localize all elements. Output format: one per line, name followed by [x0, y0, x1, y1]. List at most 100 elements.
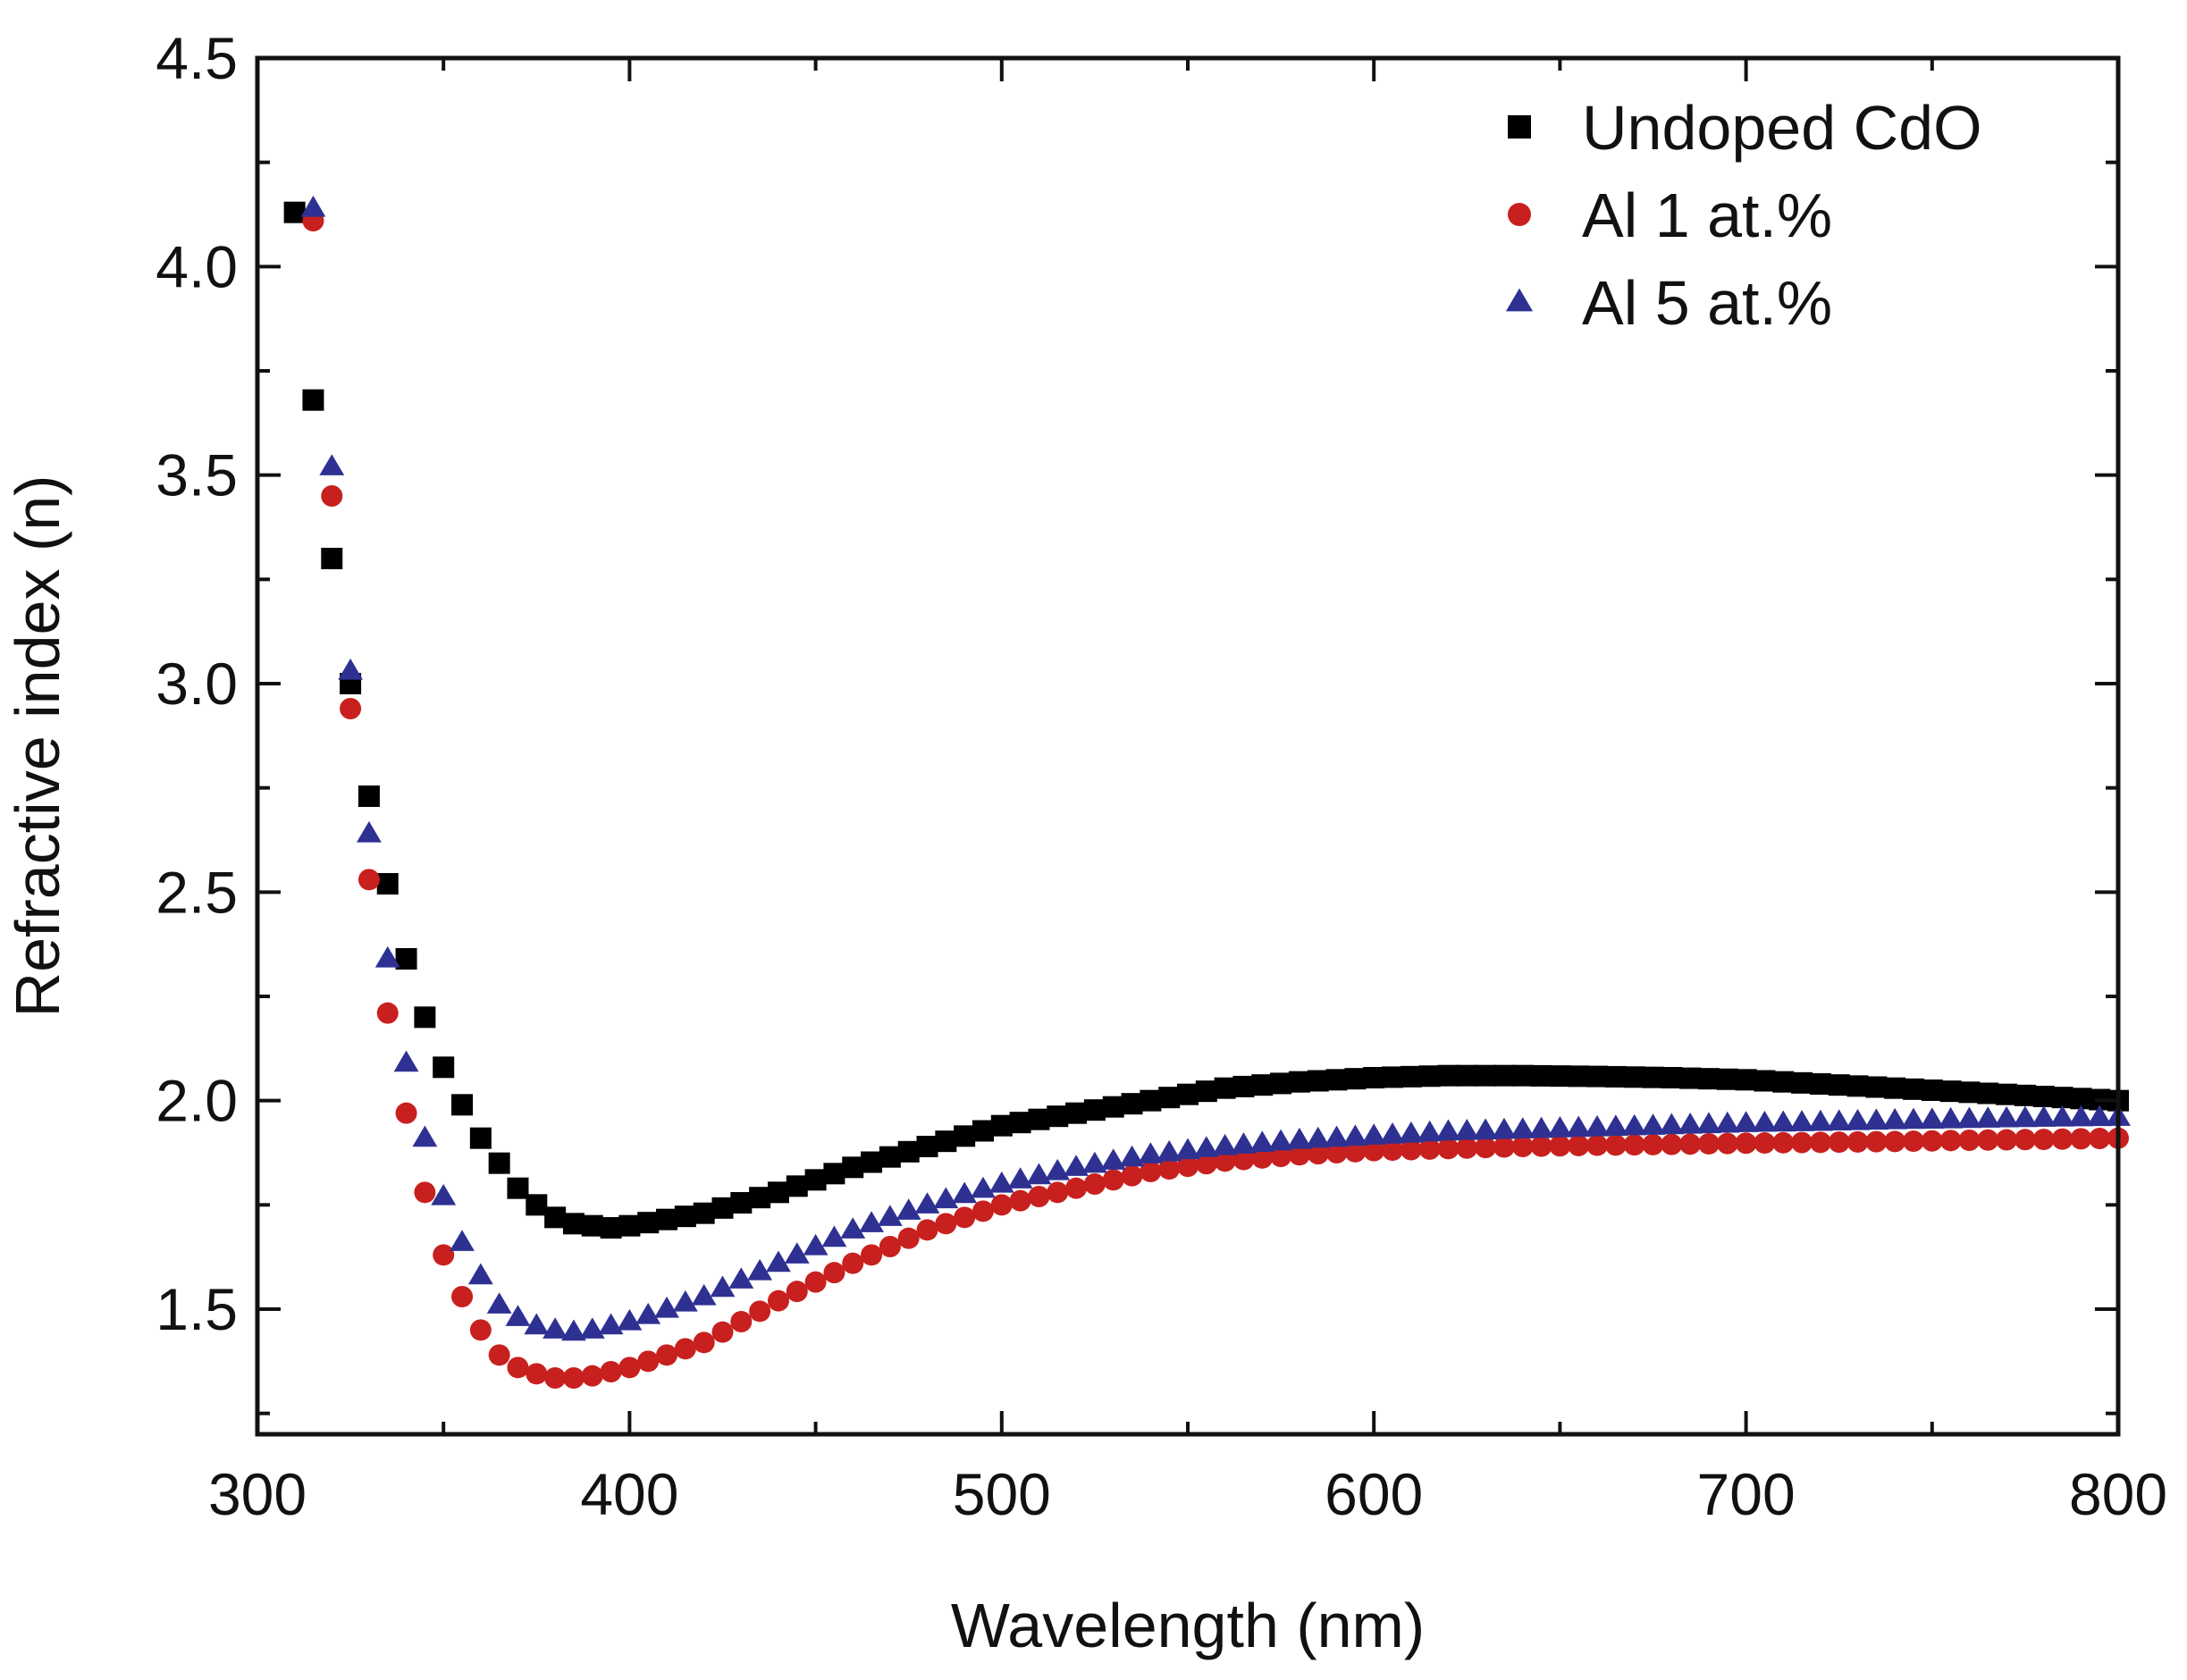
- data-point-undoped-cdo: [711, 1197, 734, 1219]
- data-point-al-1-at: [433, 1244, 455, 1266]
- data-point-al-1-at: [1679, 1133, 1702, 1155]
- data-point-al-5-at: [1045, 1158, 1071, 1180]
- data-point-al-1-at: [1418, 1138, 1441, 1160]
- data-point-undoped-cdo: [1772, 1071, 1795, 1093]
- data-point-al-1-at: [879, 1236, 901, 1257]
- data-point-undoped-cdo: [1102, 1096, 1124, 1118]
- data-point-al-5-at: [1268, 1129, 1294, 1151]
- data-point-al-5-at: [1585, 1114, 1610, 1137]
- data-point-undoped-cdo: [2032, 1086, 2055, 1107]
- tick-labels: 300 400 500 600 700 800 1.5 2.0 2.5 3.0 3.5 4.0 4.5: [156, 25, 2167, 1527]
- data-point-al-5-at: [784, 1242, 810, 1264]
- data-point-undoped-cdo: [1195, 1080, 1217, 1103]
- series-al-1-at: [302, 210, 2129, 1389]
- data-point-undoped-cdo: [1363, 1067, 1385, 1088]
- data-point-al-1-at: [1195, 1153, 1217, 1175]
- data-point-al-1-at: [1996, 1129, 2018, 1151]
- data-point-al-5-at: [1492, 1117, 1517, 1139]
- data-point-undoped-cdo: [618, 1214, 641, 1237]
- data-point-al-5-at: [1473, 1118, 1499, 1140]
- data-point-undoped-cdo: [433, 1056, 455, 1079]
- data-point-al-1-at: [1661, 1133, 1683, 1155]
- data-point-undoped-cdo: [935, 1130, 957, 1153]
- data-point-undoped-cdo: [1921, 1079, 1943, 1101]
- data-point-al-1-at: [1251, 1147, 1274, 1169]
- x-tick-label: 600: [1325, 1461, 1423, 1527]
- data-point-undoped-cdo: [1754, 1070, 1776, 1092]
- legend-marker-circle: [1508, 203, 1531, 226]
- data-point-al-1-at: [321, 485, 343, 507]
- data-point-al-1-at: [357, 869, 380, 891]
- data-point-undoped-cdo: [804, 1169, 827, 1191]
- data-point-undoped-cdo: [1865, 1076, 1888, 1098]
- data-point-undoped-cdo: [861, 1151, 883, 1173]
- x-tick-label: 300: [208, 1461, 307, 1527]
- data-point-al-1-at: [1325, 1142, 1348, 1163]
- data-point-al-1-at: [1456, 1137, 1478, 1159]
- data-point-al-1-at: [767, 1289, 789, 1312]
- data-point-al-1-at: [544, 1367, 567, 1389]
- data-point-al-5-at: [988, 1171, 1014, 1193]
- x-axis-title: Wavelength (nm): [951, 1591, 1425, 1660]
- data-point-al-1-at: [786, 1281, 808, 1303]
- data-point-al-5-at: [1175, 1138, 1200, 1160]
- data-point-al-5-at: [1342, 1124, 1368, 1147]
- data-point-al-1-at: [1083, 1173, 1106, 1195]
- data-point-al-1-at: [1716, 1132, 1738, 1155]
- data-point-al-1-at: [340, 698, 362, 719]
- data-point-al-5-at: [1640, 1113, 1666, 1135]
- data-point-al-1-at: [693, 1331, 715, 1354]
- data-point-al-5-at: [431, 1183, 457, 1205]
- data-point-al-1-at: [451, 1286, 474, 1307]
- data-point-al-5-at: [691, 1283, 717, 1306]
- data-point-al-5-at: [1547, 1116, 1573, 1138]
- data-point-undoped-cdo: [1083, 1099, 1106, 1121]
- data-point-al-5-at: [1528, 1116, 1554, 1138]
- data-point-al-1-at: [1809, 1131, 1831, 1154]
- plot-frame: [255, 55, 2121, 1437]
- y-tick-label: 2.0: [156, 1068, 238, 1134]
- data-point-al-5-at: [561, 1319, 586, 1341]
- data-point-undoped-cdo: [656, 1208, 678, 1231]
- data-point-al-1-at: [2089, 1128, 2111, 1150]
- data-point-al-5-at: [1901, 1107, 1926, 1130]
- data-point-al-5-at: [1380, 1122, 1405, 1144]
- data-point-al-5-at: [1882, 1107, 1908, 1130]
- data-point-undoped-cdo: [1344, 1068, 1367, 1090]
- data-point-al-5-at: [1938, 1106, 1964, 1129]
- data-point-undoped-cdo: [1270, 1072, 1292, 1095]
- data-point-undoped-cdo: [1586, 1065, 1609, 1088]
- data-point-al-5-at: [1361, 1123, 1387, 1145]
- data-point-al-1-at: [1958, 1130, 1981, 1151]
- data-point-undoped-cdo: [376, 873, 399, 895]
- data-point-al-5-at: [710, 1275, 736, 1298]
- data-point-undoped-cdo: [2051, 1087, 2073, 1109]
- data-point-al-1-at: [916, 1219, 938, 1241]
- data-point-al-5-at: [933, 1187, 959, 1209]
- data-point-al-1-at: [1772, 1131, 1795, 1154]
- data-point-al-5-at: [2087, 1105, 2113, 1127]
- data-point-al-1-at: [1846, 1130, 1869, 1153]
- data-point-undoped-cdo: [1939, 1080, 1962, 1103]
- data-point-al-5-at: [300, 195, 326, 217]
- data-point-al-5-at: [1119, 1145, 1145, 1167]
- data-point-al-1-at: [674, 1338, 696, 1360]
- data-point-al-1-at: [730, 1311, 753, 1332]
- data-point-al-5-at: [319, 454, 345, 475]
- data-point-undoped-cdo: [1325, 1069, 1348, 1091]
- data-point-al-5-at: [486, 1292, 512, 1314]
- data-point-undoped-cdo: [1475, 1064, 1497, 1087]
- data-point-al-1-at: [1921, 1130, 1943, 1152]
- data-point-al-1-at: [1586, 1134, 1609, 1156]
- data-point-undoped-cdo: [1251, 1074, 1274, 1096]
- data-point-al-1-at: [581, 1365, 603, 1387]
- data-point-undoped-cdo: [1382, 1066, 1404, 1088]
- data-point-al-1-at: [1363, 1139, 1385, 1162]
- data-point-al-5-at: [1212, 1133, 1238, 1155]
- data-point-al-5-at: [1621, 1113, 1647, 1136]
- data-point-al-5-at: [766, 1250, 791, 1273]
- data-point-undoped-cdo: [1977, 1082, 1999, 1105]
- data-point-al-1-at: [935, 1213, 957, 1235]
- data-point-al-1-at: [1642, 1133, 1664, 1155]
- data-point-al-1-at: [861, 1244, 883, 1266]
